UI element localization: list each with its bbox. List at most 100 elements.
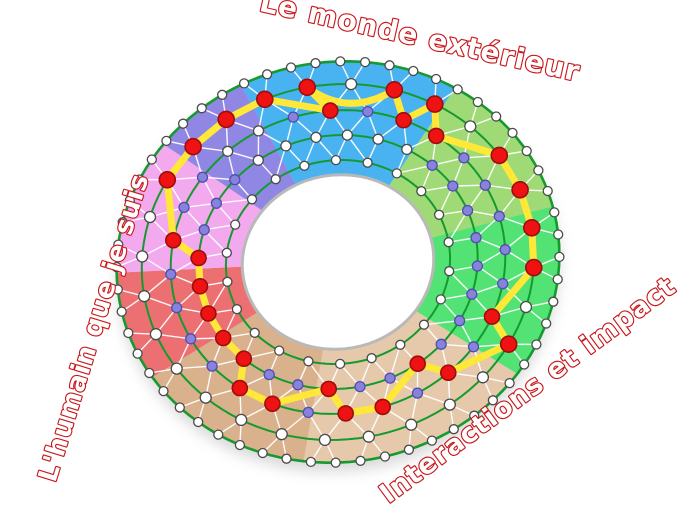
ring-node bbox=[196, 171, 209, 183]
route-node bbox=[427, 127, 445, 145]
ring-node bbox=[292, 379, 304, 391]
ring-node bbox=[281, 453, 292, 464]
ring-node bbox=[206, 360, 218, 372]
ring-node bbox=[165, 268, 177, 280]
ring-node bbox=[124, 195, 135, 206]
ring-node bbox=[405, 418, 418, 431]
ring-node bbox=[170, 362, 183, 375]
ring-node bbox=[310, 131, 322, 144]
ring-node bbox=[263, 368, 275, 381]
ring-node bbox=[430, 73, 442, 85]
ring-node bbox=[161, 135, 172, 147]
route-node bbox=[395, 111, 412, 129]
ring-node bbox=[549, 207, 560, 218]
route-node bbox=[522, 219, 541, 237]
ring-node bbox=[230, 219, 241, 230]
route-node bbox=[298, 78, 317, 97]
ring-node bbox=[487, 395, 499, 406]
ring-node bbox=[362, 105, 374, 118]
ring-node bbox=[379, 451, 391, 462]
ring-node bbox=[144, 367, 155, 379]
ring-node bbox=[476, 371, 490, 384]
ring-node bbox=[132, 348, 143, 359]
ring-node bbox=[504, 377, 515, 389]
ring-node bbox=[552, 274, 563, 285]
mesh-line bbox=[389, 344, 402, 379]
ring-node bbox=[531, 339, 542, 350]
route-node bbox=[499, 335, 518, 354]
ring-node bbox=[499, 244, 511, 256]
ring-node bbox=[444, 266, 455, 277]
route-node bbox=[158, 171, 177, 189]
ring-node bbox=[318, 433, 332, 447]
wheel-hole bbox=[240, 173, 436, 351]
route-node bbox=[490, 146, 509, 165]
ring-node bbox=[210, 197, 223, 209]
ring-node bbox=[542, 185, 553, 197]
ring-node bbox=[452, 84, 463, 95]
route-node bbox=[425, 95, 444, 113]
ring-node bbox=[384, 372, 396, 384]
ring-node bbox=[366, 353, 377, 364]
ring-node bbox=[117, 217, 128, 228]
ring-node bbox=[467, 341, 480, 353]
ring-node bbox=[435, 294, 446, 305]
ring-node bbox=[493, 210, 505, 222]
ring-node bbox=[507, 127, 518, 139]
ring-node bbox=[469, 410, 480, 421]
ring-node bbox=[261, 69, 273, 80]
route-node bbox=[483, 308, 501, 325]
ring-node bbox=[280, 140, 292, 152]
ring-node bbox=[458, 152, 470, 164]
ring-node bbox=[426, 435, 438, 446]
ring-node bbox=[335, 56, 346, 67]
ring-node bbox=[217, 89, 228, 100]
ring-node bbox=[198, 224, 210, 236]
ring-node bbox=[193, 416, 204, 428]
ring-node bbox=[472, 96, 483, 108]
route-node bbox=[321, 102, 339, 119]
ring-node bbox=[146, 154, 157, 165]
ring-node bbox=[403, 444, 415, 455]
route-node bbox=[255, 90, 274, 109]
ring-node bbox=[158, 385, 169, 397]
route-node bbox=[385, 81, 404, 99]
ring-node bbox=[479, 179, 491, 191]
ring-node bbox=[274, 345, 285, 356]
ring-node bbox=[426, 159, 438, 171]
ring-node bbox=[112, 284, 123, 295]
ring-node bbox=[178, 201, 190, 214]
ring-node bbox=[448, 424, 459, 435]
ring-node bbox=[447, 180, 459, 192]
ring-node bbox=[395, 339, 406, 350]
ring-node bbox=[143, 210, 157, 224]
ring-node bbox=[497, 278, 509, 290]
route-node bbox=[235, 350, 253, 368]
ring-node bbox=[185, 333, 197, 345]
mesh-line bbox=[423, 319, 460, 326]
ring-node bbox=[113, 239, 124, 250]
ring-node bbox=[235, 413, 248, 427]
ring-node bbox=[174, 402, 185, 413]
route-node bbox=[200, 305, 217, 322]
ring-node bbox=[246, 194, 258, 205]
ring-node bbox=[461, 204, 474, 217]
ring-node bbox=[171, 302, 183, 314]
ring-node bbox=[519, 300, 533, 314]
ring-node bbox=[548, 296, 559, 307]
ring-node bbox=[453, 315, 466, 327]
ring-node bbox=[553, 229, 564, 240]
ring-node bbox=[275, 428, 288, 441]
ring-node bbox=[519, 359, 530, 370]
route-node bbox=[217, 110, 235, 129]
ring-node bbox=[229, 174, 241, 186]
mesh-line bbox=[346, 134, 369, 164]
ring-node bbox=[222, 145, 234, 157]
ring-node bbox=[359, 56, 371, 68]
ring-node bbox=[287, 111, 299, 123]
ring-node bbox=[384, 60, 395, 71]
ring-node bbox=[533, 165, 544, 176]
ring-node bbox=[435, 338, 447, 350]
